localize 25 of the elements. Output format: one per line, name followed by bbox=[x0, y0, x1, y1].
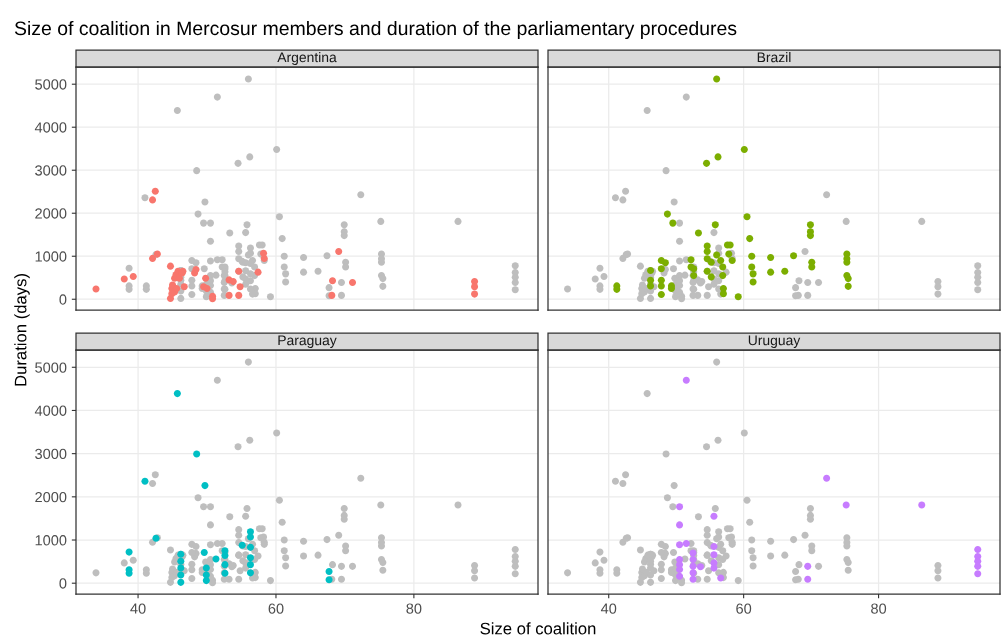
y-tick-label: 2000 bbox=[35, 491, 67, 503]
chart-title: Argentina bbox=[277, 52, 337, 65]
y-tick-label: 1000 bbox=[35, 251, 67, 262]
x-tick-label: 60 bbox=[736, 603, 752, 614]
y-tick-label: 0 bbox=[59, 294, 67, 305]
y-tick-label: 0 bbox=[59, 578, 67, 589]
text: Size of coalition in Mercosur members and duration of the parliamentary procedures bbox=[14, 20, 737, 40]
y-tick-label: 3000 bbox=[35, 165, 67, 176]
y-tick-label: 1000 bbox=[35, 535, 67, 546]
y-axis-title: Duration (days) bbox=[14, 274, 30, 386]
y-tick-label: 5000 bbox=[35, 79, 67, 90]
y-tick-label: 5000 bbox=[35, 362, 67, 373]
x-tick-label: 40 bbox=[600, 603, 617, 614]
x-tick-label: 40 bbox=[130, 603, 146, 614]
x-tick-label: 80 bbox=[406, 603, 422, 614]
y-tick-label: 3000 bbox=[35, 448, 67, 460]
y-tick-label: 2000 bbox=[35, 208, 67, 219]
x-axis-title: Size of coalition bbox=[480, 622, 596, 635]
y-tick-label: 4000 bbox=[34, 405, 67, 416]
y-tick-label: 4000 bbox=[34, 122, 67, 133]
x-tick-label: 60 bbox=[268, 603, 284, 614]
chart-title: Uruguay bbox=[748, 335, 801, 348]
chart-title: Paraguay bbox=[278, 335, 337, 348]
chart-title: Brazil bbox=[757, 52, 791, 63]
x-tick-label: 80 bbox=[871, 603, 887, 614]
